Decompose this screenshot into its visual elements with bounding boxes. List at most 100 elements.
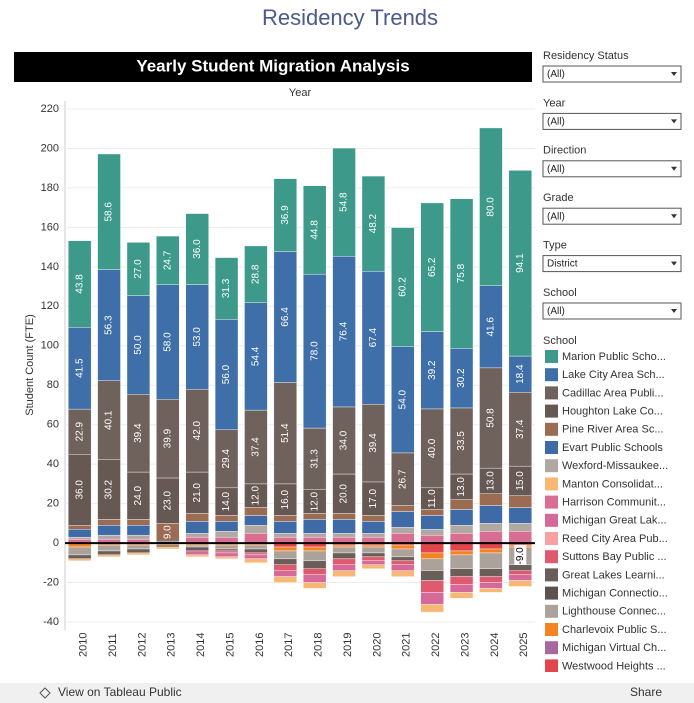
bar-segment [303, 513, 327, 520]
bar-segment [508, 574, 532, 581]
value-label: 31.3 [309, 449, 320, 469]
bar-segment [332, 533, 356, 538]
bar-segment [185, 546, 209, 552]
filter-value: (All) [547, 211, 565, 222]
value-label: 36.0 [192, 239, 203, 259]
value-label: 56.3 [104, 315, 115, 335]
bar-segment [214, 257, 239, 320]
x-tick-label: 2021 [401, 633, 413, 657]
bar-segment [273, 564, 297, 571]
bar-segment [449, 533, 474, 544]
bar-segment [214, 556, 239, 560]
bar-segment [391, 511, 415, 528]
bar-segment [361, 544, 386, 548]
bar-segment [97, 534, 121, 540]
legend-label: Michigan Connectio... [562, 588, 668, 600]
bar-segment [420, 592, 444, 605]
value-label: 17.0 [368, 489, 379, 509]
value-label: 67.4 [368, 328, 379, 348]
bar-segment [273, 178, 297, 252]
legend-swatch [545, 477, 558, 491]
bar-segment [273, 558, 297, 565]
bar-segment [97, 550, 121, 556]
value-label: 12.0 [251, 486, 262, 506]
bar-segment [449, 198, 474, 349]
value-label: 42.0 [192, 420, 203, 440]
bar-segment [126, 544, 151, 550]
x-tick-label: 2014 [195, 633, 207, 657]
x-tick-label: 2024 [489, 633, 501, 657]
bar-segment [214, 552, 239, 558]
value-label: 50.8 [486, 408, 497, 428]
bar-segment [420, 515, 444, 530]
legend-swatch [545, 513, 558, 527]
bar-segment [420, 558, 444, 571]
bar-segment [303, 582, 327, 589]
value-label: 76.4 [339, 321, 350, 341]
bar-segment [361, 564, 386, 569]
bar-segment [508, 564, 532, 571]
filter-dropdown[interactable] [542, 112, 682, 130]
value-label: 29.4 [221, 449, 232, 469]
bar-segment [303, 546, 327, 552]
value-label: 39.4 [133, 423, 144, 443]
legend-swatch [545, 350, 558, 363]
legend-swatch [545, 586, 558, 600]
bar-segment [303, 519, 327, 534]
bar-segment [479, 505, 503, 524]
dropdown-arrow [671, 309, 677, 313]
value-label: 18.4 [515, 364, 526, 384]
x-tick-label: 2016 [254, 633, 266, 657]
chart-title: Yearly Student Migration Analysis [136, 56, 409, 75]
value-label: 12.0 [309, 491, 320, 511]
bar-segment [391, 560, 415, 565]
bar-segment [273, 550, 297, 560]
filter-dropdown[interactable] [542, 207, 682, 225]
value-label: 53.0 [192, 327, 203, 347]
bar-segment [156, 546, 180, 550]
value-label: 51.4 [280, 423, 291, 443]
x-tick-label: 2019 [342, 633, 354, 657]
view-link[interactable]: View on Tableau Public [58, 685, 182, 699]
filter-dropdown[interactable] [542, 255, 682, 273]
bar-segment [391, 527, 415, 534]
share-button[interactable]: Share [630, 685, 662, 699]
value-label: 65.2 [427, 257, 438, 277]
y-tick-label: -40 [43, 616, 59, 628]
filter-dropdown[interactable] [542, 302, 682, 320]
bar-segment [361, 560, 386, 565]
bar-segment [449, 584, 474, 593]
filter-dropdown[interactable] [542, 65, 682, 83]
filter-dropdown[interactable] [542, 160, 682, 178]
y-tick-label: 40 [47, 458, 59, 470]
value-label: 80.0 [486, 197, 497, 217]
value-label: 56.0 [221, 364, 232, 384]
bar-segment [391, 533, 415, 544]
legend-swatch [545, 604, 558, 618]
bar-segment [420, 570, 444, 581]
legend-label: Pine River Area Sc... [562, 424, 664, 436]
bar-segment [68, 558, 92, 562]
legend-label: Lake City Area Sch... [562, 369, 665, 381]
bar-segment [214, 531, 239, 538]
bar-segment [508, 580, 532, 587]
column-header: Year [289, 87, 312, 99]
value-label: 13.0 [456, 477, 467, 497]
legend-swatch [545, 422, 558, 436]
bar-segment [361, 552, 386, 558]
bar-segment [391, 227, 415, 347]
bar-segment [97, 519, 121, 526]
legend-title: School [543, 335, 577, 347]
value-label: 94.1 [515, 253, 526, 273]
filter-value: (All) [547, 117, 565, 128]
x-tick-label: 2012 [136, 633, 148, 657]
bar-segment [420, 202, 444, 332]
bar-segment [244, 525, 268, 534]
x-tick-label: 2025 [518, 633, 530, 657]
value-label: 23.0 [162, 490, 173, 510]
value-label: 11.0 [427, 489, 438, 508]
bar-segment [420, 542, 444, 554]
bar-segment [97, 153, 121, 270]
label-box [514, 544, 527, 567]
bar-segment [214, 544, 239, 550]
